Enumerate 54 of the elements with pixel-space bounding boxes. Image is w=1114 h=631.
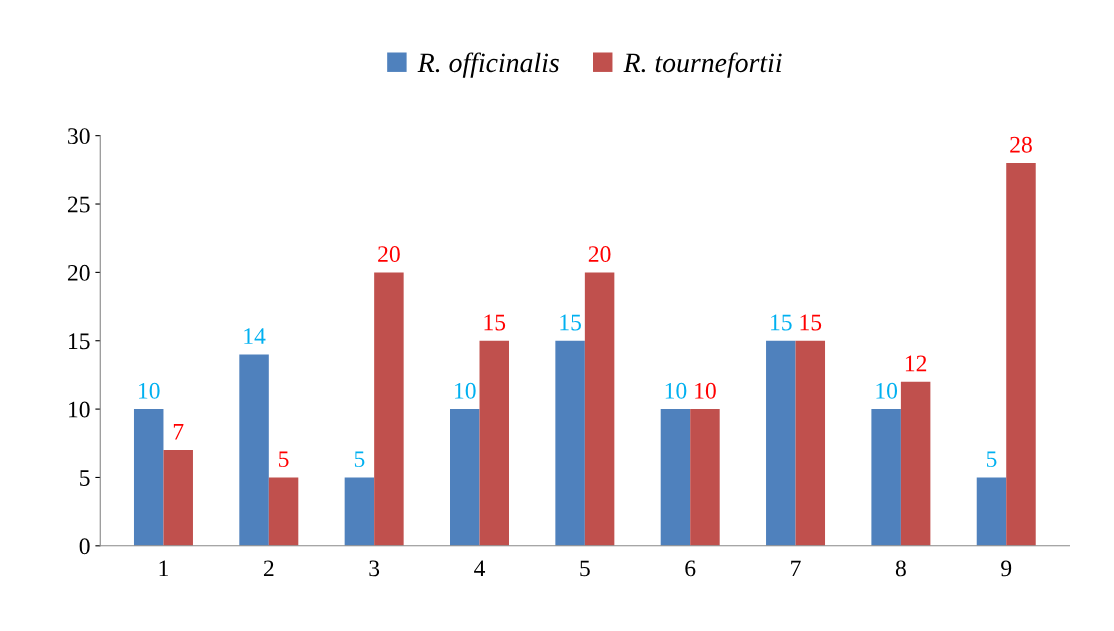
bar	[766, 340, 796, 546]
data-label: 28	[1010, 136, 1032, 153]
data-label: 10	[665, 382, 687, 399]
x-tick-label: 1	[159, 560, 168, 577]
legend-label: R. officinalis	[417, 52, 559, 78]
data-label: 15	[771, 314, 792, 331]
data-label: 14	[244, 328, 266, 344]
bar	[1006, 163, 1036, 546]
x-tick-label: 4	[474, 560, 486, 577]
data-label: 5	[986, 451, 997, 468]
x-tick-label: 2	[263, 560, 274, 577]
data-label: 15	[484, 314, 506, 331]
data-label: 10	[138, 382, 160, 399]
data-label: 10	[876, 382, 898, 399]
data-label: 12	[905, 355, 927, 372]
bar	[871, 409, 901, 546]
bar	[344, 477, 375, 546]
x-tick-label: 3	[369, 560, 380, 577]
data-label: 15	[800, 314, 822, 331]
data-label: 15	[560, 314, 581, 331]
y-tick-label: 0	[79, 538, 90, 555]
bar	[795, 340, 826, 546]
x-tick-label: 7	[791, 560, 801, 577]
y-tick-label: 10	[69, 401, 90, 418]
data-label: 20	[588, 246, 611, 263]
y-tick-label: 5	[80, 470, 90, 486]
x-tick-label: 5	[580, 560, 590, 577]
data-label: 20	[378, 246, 400, 263]
data-label: 10	[695, 382, 716, 399]
y-tick-label: 25	[67, 196, 90, 213]
bar	[555, 340, 585, 546]
bar	[163, 450, 193, 546]
x-tick-label: 8	[895, 560, 906, 577]
y-tick-label: 30	[68, 128, 90, 145]
x-tick-label: 9	[1001, 560, 1012, 577]
x-tick-label: 6	[685, 560, 696, 577]
data-label: 5	[354, 451, 365, 468]
y-tick-label: 20	[67, 264, 90, 281]
bar	[133, 409, 164, 546]
bar	[374, 272, 404, 546]
bar	[450, 409, 480, 546]
legend-label: R. tournefortii	[623, 52, 782, 78]
bar	[268, 477, 299, 546]
data-label: 5	[279, 451, 289, 468]
bar	[690, 409, 720, 546]
bar	[900, 381, 931, 546]
data-label: 7	[173, 424, 184, 440]
bar	[976, 477, 1007, 546]
y-tick-label: 15	[69, 333, 90, 350]
bar	[584, 272, 615, 546]
data-label: 10	[455, 382, 476, 399]
bar	[239, 354, 269, 546]
bar	[660, 409, 691, 546]
bar	[479, 340, 509, 546]
